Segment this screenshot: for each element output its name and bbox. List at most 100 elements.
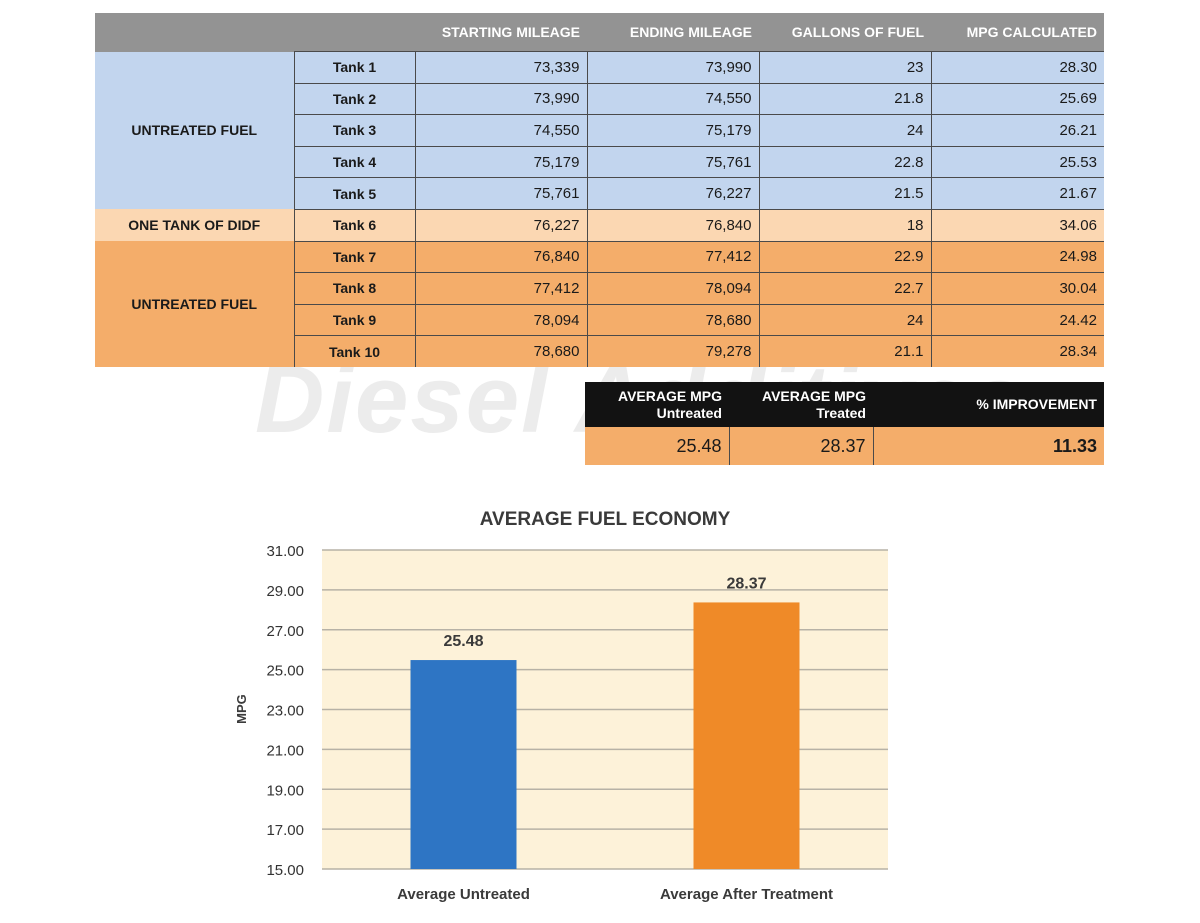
table-row: Tank 3 74,550 75,179 24 26.21 [95, 114, 1104, 147]
header-line: AVERAGE MPG [618, 387, 722, 404]
header-tank [294, 13, 415, 52]
mpg-cell: 24.98 [930, 240, 1104, 274]
table-row: Tank 9 78,094 78,680 24 24.42 [95, 303, 1104, 337]
header-ending-mileage: ENDING MILEAGE [587, 13, 759, 52]
tank-cell: Tank 6 [293, 208, 416, 242]
start-cell: 75,179 [414, 145, 588, 179]
start-cell: 78,094 [414, 303, 588, 337]
gallons-cell: 22.8 [758, 145, 932, 179]
y-tick-label: 25.00 [266, 663, 304, 680]
mpg-cell: 26.21 [930, 114, 1104, 147]
table-row: ONE TANK OF DIDF Tank 6 76,227 76,840 18… [95, 208, 1104, 242]
y-tick-label: 23.00 [266, 703, 304, 720]
average-mpg-table: AVERAGE MPG Untreated AVERAGE MPG Treate… [585, 382, 1104, 465]
tank-cell: Tank 1 [293, 51, 416, 84]
bar [693, 602, 800, 869]
header-group [95, 13, 294, 52]
table-row: Tank 5 75,761 76,227 21.5 21.67 [95, 177, 1104, 210]
start-cell: 73,990 [414, 82, 588, 116]
end-cell: 78,094 [586, 272, 760, 305]
y-tick-label: 31.00 [266, 543, 304, 560]
data-label: 25.48 [443, 633, 483, 650]
average-value-row: 25.48 28.37 11.33 [585, 427, 1104, 465]
group-label-untreated: UNTREATED FUEL [95, 51, 294, 210]
x-tick-label: Average After Treatment [660, 886, 833, 903]
start-cell: 78,680 [414, 335, 588, 368]
x-tick-label: Average Untreated [397, 886, 530, 903]
header-average-treated: AVERAGE MPG Treated [729, 382, 873, 427]
start-cell: 74,550 [414, 114, 588, 147]
fuel-economy-chart: AVERAGE FUEL ECONOMY 15.00 17.00 19.00 21.0… [234, 509, 888, 903]
tank-cell: Tank 2 [293, 82, 416, 116]
y-tick-label: 27.00 [266, 623, 304, 640]
gallons-cell: 22.9 [758, 240, 932, 274]
tank-cell: Tank 7 [293, 240, 416, 274]
gallons-cell: 24 [758, 114, 932, 147]
average-header-row: AVERAGE MPG Untreated AVERAGE MPG Treate… [585, 382, 1104, 427]
gallons-cell: 21.1 [758, 335, 932, 368]
end-cell: 76,227 [586, 177, 760, 210]
mpg-cell: 28.30 [930, 51, 1104, 84]
x-axis-labels: Average Untreated Average After Treatment [397, 886, 833, 903]
tank-cell: Tank 3 [293, 114, 416, 147]
y-tick-label: 29.00 [266, 583, 304, 600]
mpg-cell: 21.67 [930, 177, 1104, 210]
gallons-cell: 18 [758, 208, 932, 242]
tank-cell: Tank 4 [293, 145, 416, 179]
gallons-cell: 22.7 [758, 272, 932, 305]
header-subline: Untreated [656, 404, 722, 421]
gallons-cell: 21.5 [758, 177, 932, 210]
bars: 25.48 28.37 [410, 575, 800, 869]
y-tick-label: 15.00 [266, 862, 304, 879]
bar [410, 660, 517, 869]
gallons-cell: 24 [758, 303, 932, 337]
end-cell: 77,412 [586, 240, 760, 274]
start-cell: 75,761 [414, 177, 588, 210]
tank-cell: Tank 9 [293, 303, 416, 337]
table-row: Tank 10 78,680 79,278 21.1 28.34 [95, 335, 1104, 368]
table-header-row: STARTING MILEAGE ENDING MILEAGE GALLONS … [95, 13, 1104, 52]
chart-title: AVERAGE FUEL ECONOMY [480, 509, 731, 530]
header-subline: Treated [816, 404, 866, 421]
gallons-cell: 23 [758, 51, 932, 84]
fuel-log-table: STARTING MILEAGE ENDING MILEAGE GALLONS … [95, 13, 1104, 368]
average-untreated-value: 25.48 [585, 427, 730, 465]
y-tick-label: 19.00 [266, 782, 304, 799]
header-improvement: % IMPROVEMENT [873, 382, 1104, 427]
mpg-cell: 25.53 [930, 145, 1104, 179]
y-tick-label: 17.00 [266, 822, 304, 839]
end-cell: 73,990 [586, 51, 760, 84]
group-label-untreated-after: UNTREATED FUEL [95, 241, 294, 368]
start-cell: 76,840 [414, 240, 588, 274]
gallons-cell: 21.8 [758, 82, 932, 116]
average-treated-value: 28.37 [729, 427, 874, 465]
tank-cell: Tank 5 [293, 177, 416, 210]
end-cell: 74,550 [586, 82, 760, 116]
header-average-untreated: AVERAGE MPG Untreated [585, 382, 729, 427]
improvement-value: 11.33 [873, 427, 1104, 465]
table-row: Tank 8 77,412 78,094 22.7 30.04 [95, 272, 1104, 305]
start-cell: 76,227 [414, 208, 588, 242]
data-label: 28.37 [726, 575, 766, 592]
end-cell: 76,840 [586, 208, 760, 242]
end-cell: 79,278 [586, 335, 760, 368]
mpg-cell: 34.06 [930, 208, 1104, 242]
table-row: UNTREATED FUEL Tank 1 73,339 73,990 23 2… [95, 51, 1104, 210]
header-mpg: MPG CALCULATED [931, 13, 1104, 52]
start-cell: 73,339 [414, 51, 588, 84]
table-row: UNTREATED FUEL Tank 7 76,840 77,412 22.9… [95, 240, 1104, 368]
mpg-cell: 28.34 [930, 335, 1104, 368]
header-line: AVERAGE MPG [762, 387, 866, 404]
end-cell: 75,761 [586, 145, 760, 179]
header-gallons: GALLONS OF FUEL [759, 13, 931, 52]
tank-cell: Tank 10 [293, 335, 416, 368]
tank-cell: Tank 8 [293, 272, 416, 305]
y-tick-label: 21.00 [266, 742, 304, 759]
end-cell: 78,680 [586, 303, 760, 337]
mpg-cell: 25.69 [930, 82, 1104, 116]
header-starting-mileage: STARTING MILEAGE [415, 13, 587, 52]
mpg-cell: 24.42 [930, 303, 1104, 337]
start-cell: 77,412 [414, 272, 588, 305]
y-axis-ticks: 15.00 17.00 19.00 21.00 23.00 25.00 27.00 29.00… [266, 543, 304, 879]
group-label-didf: ONE TANK OF DIDF [95, 209, 294, 242]
